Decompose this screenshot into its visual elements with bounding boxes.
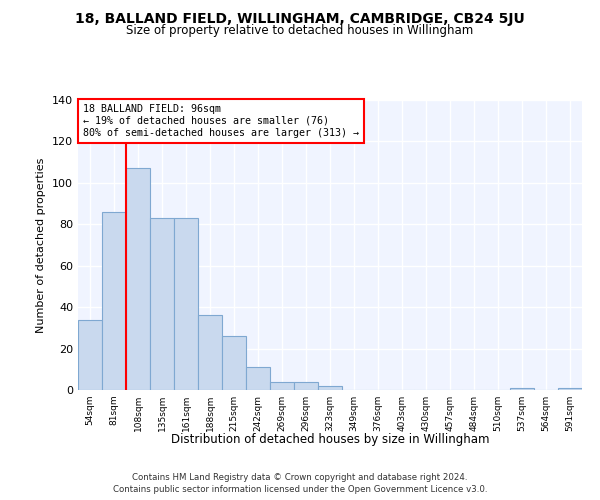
Bar xyxy=(198,316,222,390)
Text: Size of property relative to detached houses in Willingham: Size of property relative to detached ho… xyxy=(127,24,473,37)
Bar xyxy=(126,168,150,390)
Bar xyxy=(558,388,582,390)
Bar xyxy=(222,336,246,390)
Text: Contains public sector information licensed under the Open Government Licence v3: Contains public sector information licen… xyxy=(113,485,487,494)
Bar xyxy=(246,367,270,390)
Text: 18, BALLAND FIELD, WILLINGHAM, CAMBRIDGE, CB24 5JU: 18, BALLAND FIELD, WILLINGHAM, CAMBRIDGE… xyxy=(75,12,525,26)
Text: 18 BALLAND FIELD: 96sqm
← 19% of detached houses are smaller (76)
80% of semi-de: 18 BALLAND FIELD: 96sqm ← 19% of detache… xyxy=(83,104,359,138)
Bar xyxy=(270,382,294,390)
Text: Distribution of detached houses by size in Willingham: Distribution of detached houses by size … xyxy=(171,432,489,446)
Text: Contains HM Land Registry data © Crown copyright and database right 2024.: Contains HM Land Registry data © Crown c… xyxy=(132,472,468,482)
Bar xyxy=(102,212,126,390)
Bar xyxy=(150,218,174,390)
Bar xyxy=(78,320,102,390)
Bar xyxy=(294,382,318,390)
Bar xyxy=(318,386,342,390)
Bar xyxy=(174,218,198,390)
Bar xyxy=(510,388,534,390)
Y-axis label: Number of detached properties: Number of detached properties xyxy=(37,158,46,332)
